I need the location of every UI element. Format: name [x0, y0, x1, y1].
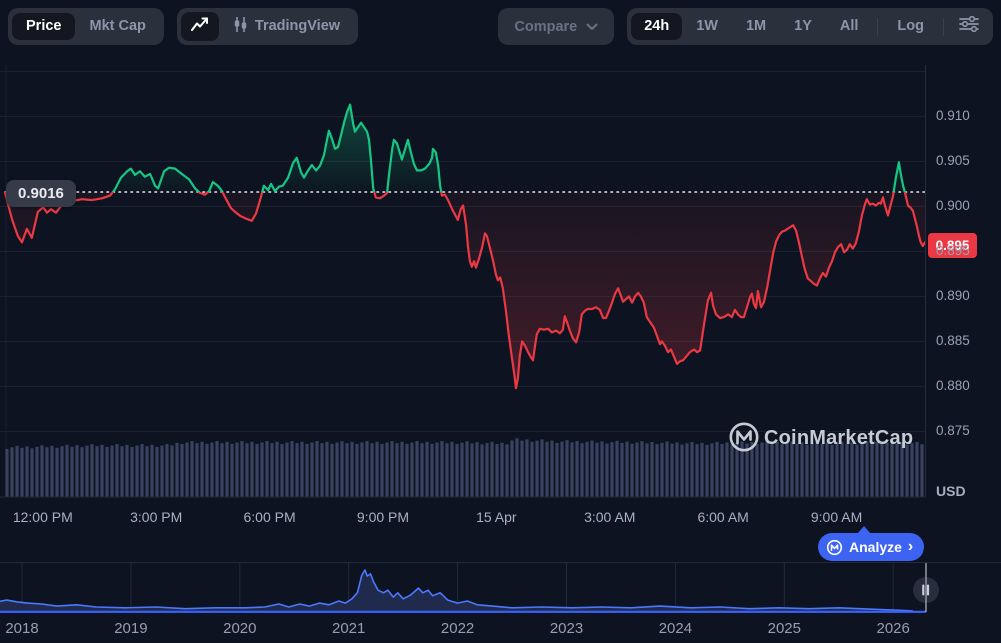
last-price-badge: 0.895 — [928, 233, 977, 258]
compare-button[interactable]: Compare — [498, 8, 615, 45]
analyze-label: Analyze — [849, 539, 902, 555]
navigator-year-tick: 2025 — [767, 620, 801, 637]
mktcap-tab[interactable]: Mkt Cap — [75, 13, 159, 40]
y-axis-tick: 0.905 — [936, 153, 970, 169]
range-1y-button[interactable]: 1Y — [780, 13, 826, 40]
sliders-icon — [959, 15, 979, 37]
toolbar-right: Compare 24h 1W 1M 1Y All Log — [498, 8, 993, 45]
y-axis-tick: 0.890 — [936, 288, 970, 304]
log-scale-button[interactable]: Log — [883, 13, 938, 40]
price-tab[interactable]: Price — [12, 13, 76, 40]
range-1w-button[interactable]: 1W — [682, 13, 732, 40]
navigator-year-tick: 2018 — [5, 620, 39, 637]
y-axis-tick: 0.910 — [936, 108, 970, 124]
currency-unit-label: USD — [936, 483, 966, 499]
toolbar-divider — [943, 17, 944, 36]
x-axis-tick: 15 Apr — [476, 509, 517, 525]
x-axis-tick: 9:00 PM — [356, 509, 410, 525]
navigator-year-tick: 2019 — [114, 620, 148, 637]
x-axis-tick: 3:00 AM — [584, 509, 636, 525]
chart-toolbar: Price Mkt Cap — [8, 8, 993, 45]
navigator-year-tick: 2023 — [549, 620, 584, 637]
chevron-down-icon — [586, 19, 598, 35]
range-1m-button[interactable]: 1M — [732, 13, 780, 40]
x-axis-tick: 9:00 AM — [810, 509, 863, 525]
chevron-right-icon: › — [907, 537, 914, 555]
toolbar-divider — [877, 17, 879, 36]
tradingview-button[interactable]: TradingView — [219, 11, 354, 43]
chart-settings-button[interactable] — [949, 11, 989, 42]
coinmarketcap-logo-icon — [826, 539, 843, 556]
x-axis-tick: 12:00 PM — [12, 509, 73, 525]
svg-text:CoinMarketCap: CoinMarketCap — [764, 427, 913, 449]
x-axis-tick: 6:00 AM — [697, 509, 749, 525]
toolbar-left: Price Mkt Cap — [8, 8, 359, 45]
navigator-year-tick: 2026 — [876, 620, 910, 637]
navigator-year-tick: 2020 — [223, 620, 257, 637]
line-chart-type-button[interactable] — [180, 12, 219, 41]
y-axis-tick: 0.875 — [936, 423, 970, 439]
baseline-price-label: 0.9016 — [6, 180, 76, 207]
range-selector: 24h 1W 1M 1Y All Log — [627, 8, 993, 45]
x-axis-tick: 3:00 PM — [130, 509, 183, 525]
y-axis-tick: 0.880 — [936, 378, 970, 394]
y-axis-tick: 0.895 — [936, 243, 970, 259]
candlestick-icon — [233, 16, 248, 38]
y-axis-tick: 0.885 — [936, 333, 970, 349]
chart-type-toggle: TradingView — [176, 8, 359, 45]
tradingview-label: TradingView — [254, 18, 341, 34]
x-axis-tick: 6:00 PM — [243, 509, 296, 525]
navigator-year-tick: 2022 — [440, 620, 475, 637]
price-mktcap-toggle: Price Mkt Cap — [8, 8, 164, 45]
range-all-button[interactable]: All — [826, 13, 873, 40]
line-chart-icon — [190, 17, 209, 36]
navigator-handle[interactable] — [913, 577, 939, 603]
compare-label: Compare — [514, 18, 578, 35]
analyze-button[interactable]: Analyze › — [818, 533, 925, 561]
y-axis-tick: 0.900 — [936, 198, 970, 214]
navigator-year-tick: 2024 — [658, 620, 693, 637]
navigator-year-tick: 2021 — [332, 620, 366, 637]
analyze-tooltip-arrow — [857, 526, 871, 534]
range-24h-button[interactable]: 24h — [631, 13, 683, 40]
coinmarketcap-watermark: CoinMarketCap — [729, 422, 913, 452]
